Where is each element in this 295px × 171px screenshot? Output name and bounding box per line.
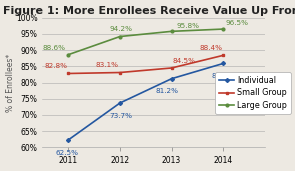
Small Group	[66, 73, 70, 75]
Text: 62.5%: 62.5%	[55, 150, 78, 156]
Small Group	[118, 71, 122, 74]
Large Group	[118, 36, 122, 38]
Text: 83.1%: 83.1%	[96, 62, 119, 68]
Title: Figure 1: More Enrollees Receive Value Up Front: Figure 1: More Enrollees Receive Value U…	[3, 5, 295, 16]
Text: 85.9%: 85.9%	[212, 73, 235, 79]
Small Group	[222, 54, 225, 56]
Text: 94.2%: 94.2%	[110, 26, 133, 32]
Individual	[222, 62, 225, 64]
Small Group	[170, 67, 173, 69]
Text: 82.8%: 82.8%	[44, 63, 67, 69]
Large Group	[170, 30, 173, 32]
Text: 95.8%: 95.8%	[177, 23, 200, 29]
Text: 88.4%: 88.4%	[199, 45, 222, 51]
Text: 84.5%: 84.5%	[173, 58, 196, 64]
Large Group	[222, 28, 225, 30]
Line: Small Group: Small Group	[67, 54, 225, 75]
Text: 73.7%: 73.7%	[110, 113, 133, 119]
Individual	[170, 78, 173, 80]
Legend: Individual, Small Group, Large Group: Individual, Small Group, Large Group	[215, 72, 291, 114]
Y-axis label: % of Enrollees*: % of Enrollees*	[6, 54, 14, 112]
Text: 96.5%: 96.5%	[226, 20, 249, 26]
Large Group	[66, 54, 70, 56]
Individual	[118, 102, 122, 104]
Text: 81.2%: 81.2%	[156, 88, 179, 94]
Line: Individual: Individual	[67, 62, 225, 141]
Line: Large Group: Large Group	[67, 28, 225, 56]
Individual	[66, 139, 70, 141]
Text: 88.6%: 88.6%	[43, 44, 66, 50]
